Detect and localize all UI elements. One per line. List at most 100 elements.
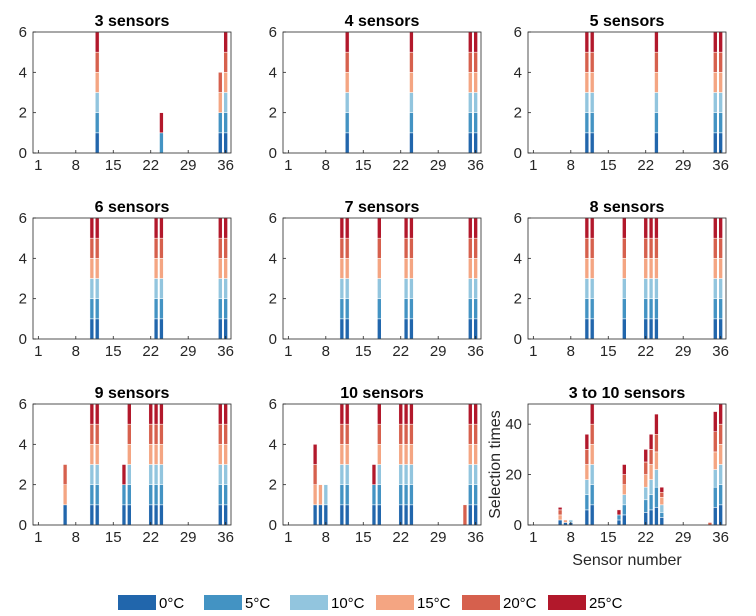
bar-segment [312,484,318,506]
bar-segment [223,31,228,53]
y-tick-label: 0 [19,331,27,348]
axes-frame [527,217,727,340]
bar-segment [718,298,723,320]
x-tick-label: 22 [142,529,159,546]
x-tick-label: 1 [529,529,537,546]
bar-segment [590,237,595,259]
bar-segment [643,217,648,239]
y-tick-label: 6 [514,24,522,41]
bar-segment [468,72,473,93]
bar-segment [409,318,414,340]
bar-segment [148,464,153,485]
bar-segment [223,484,228,506]
bar-segment [159,444,164,465]
axes-frame [32,403,232,526]
x-tick-label: 8 [567,343,575,360]
x-tick-label: 22 [392,529,409,546]
bar-segment [159,504,164,526]
x-tick-label: 15 [355,343,372,360]
x-tick-label: 22 [637,529,654,546]
bar-segment [62,484,68,506]
bar-segment [121,484,127,506]
bar-segment [468,298,473,320]
bar-segment [648,509,654,526]
legend-item: 15°C [376,595,451,612]
bar-segment [62,504,68,526]
bar-segment [643,449,648,463]
subplot-title: 10 sensors [340,385,424,402]
bar-segment [223,464,228,485]
bar-segment [468,258,473,279]
legend-item: 20°C [462,595,537,612]
bar-segment [718,318,723,340]
bar-segment [218,92,223,113]
bar-segment [153,298,159,320]
bar-segment [95,318,100,340]
bar-segment [127,423,132,445]
bar-segment [345,31,350,53]
y-tick-label: 0 [19,517,27,534]
bar-segment [89,217,95,239]
subplot-9: 1 8 15 22 29 36 0 20 40 3 to 10 sensors Sensor num… [487,385,729,569]
bar-segment [377,217,382,239]
bar-segment [223,444,228,465]
bar-segment [590,484,595,506]
subplot-7: 1 8 15 22 29 36 0 2 4 6 9 sensors [19,385,234,546]
bar-segment [654,507,659,526]
bar-segment [654,413,659,435]
x-tick-label: 29 [180,529,197,546]
bar-segment [403,237,409,259]
bar-segment [648,434,654,450]
bar-segment [153,217,159,239]
y-tick-label: 6 [19,210,27,227]
bar-segment [153,318,159,340]
x-tick-label: 15 [600,157,617,174]
bar-segment [312,464,318,485]
subplot-4: 1 8 15 22 29 36 0 2 4 6 6 sensors [19,199,234,360]
bar-segment [654,486,659,508]
y-tick-label: 4 [19,64,27,81]
bar-segment [473,31,478,53]
bar-segment [89,484,95,506]
bar-segment [159,112,164,134]
bar-segment [409,31,414,53]
bar-segment [95,403,100,425]
bar-segment [409,72,414,93]
bar-segment [377,278,382,299]
axes-frame [282,31,482,154]
y-tick-label: 0 [514,145,522,162]
bar-segment [473,318,478,340]
legend-label: 5°C [245,595,270,612]
bar-segment [95,92,100,113]
x-tick-label: 1 [34,343,42,360]
bar-segment [468,132,473,154]
x-tick-label: 29 [180,157,197,174]
y-tick-label: 0 [514,331,522,348]
bar-segment [616,509,622,516]
x-tick-label: 36 [467,343,484,360]
bar-segment [473,444,478,465]
bar-segment [398,484,403,506]
bar-segment [654,51,659,73]
y-tick-label: 4 [514,250,522,267]
bar-segment [153,278,159,299]
bar-segment [409,217,414,239]
bar-segment [403,504,409,526]
bar-segment [148,504,153,526]
bar-segment [659,497,664,506]
x-tick-label: 1 [529,343,537,360]
bar-segment [223,51,228,73]
bar-segment [339,464,345,485]
bar-segment [339,484,345,506]
bar-segment [718,464,723,485]
bar-segment [713,486,718,508]
bar-segment [409,278,414,299]
bar-segment [218,484,223,506]
legend-label: 20°C [503,595,537,612]
bar-segment [718,92,723,113]
bar-segment [377,318,382,340]
bar-segment [127,464,132,485]
bar-segment [622,514,627,526]
bar-segment [473,237,478,259]
